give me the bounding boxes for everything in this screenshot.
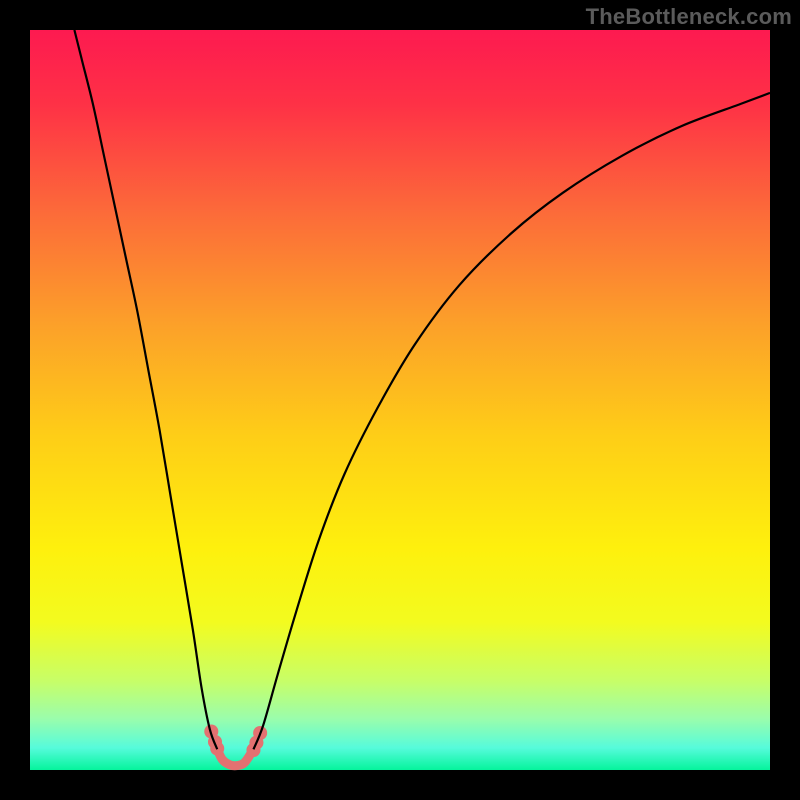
chart-frame: TheBottleneck.com (0, 0, 800, 800)
right_curve (253, 93, 770, 749)
curve-layer (30, 30, 770, 770)
watermark-text: TheBottleneck.com (586, 4, 792, 30)
left_curve (74, 30, 217, 749)
